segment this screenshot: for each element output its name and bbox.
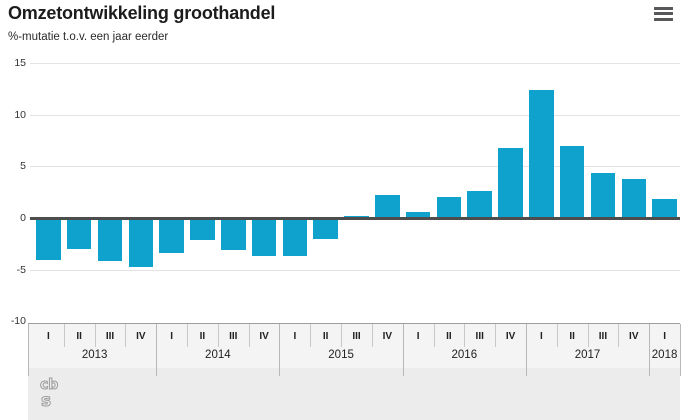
quarter-label: II [446, 331, 452, 342]
quarter-tick [587, 324, 589, 347]
quarter-tick [371, 324, 373, 347]
year-label: 2015 [328, 349, 354, 361]
quarter-label: II [199, 331, 206, 342]
bar [498, 147, 523, 218]
quarter-tick [341, 324, 343, 347]
bar [36, 218, 61, 261]
quarter-label: IV [136, 331, 146, 342]
cbs-logo: cb s [39, 376, 67, 417]
quarter-tick [217, 324, 219, 347]
quarter-tick [187, 324, 189, 347]
y-axis-tick-label: -5 [16, 263, 26, 276]
year-separator [156, 324, 158, 376]
y-gridline [30, 114, 680, 116]
y-gridline [30, 166, 680, 168]
chart-subtitle: %-mutatie t.o.v. een jaar eerder [8, 31, 169, 43]
year-label: 2016 [451, 349, 478, 361]
menu-button[interactable] [653, 6, 674, 24]
quarter-label: IV [382, 331, 393, 342]
quarter-label: I [170, 331, 174, 342]
quarter-tick [310, 324, 312, 347]
bar [436, 197, 462, 218]
quarter-label: IV [629, 331, 639, 342]
x-axis-band [28, 323, 680, 368]
quarter-label: I [663, 331, 666, 342]
y-axis-tick-label: 15 [14, 56, 26, 69]
year-label: 2017 [574, 349, 601, 361]
quarter-label: I [47, 331, 50, 342]
quarter-tick [63, 324, 65, 347]
quarter-tick [94, 324, 96, 347]
footer-band [28, 368, 680, 420]
bar [621, 178, 647, 218]
cbs-logo-cb: cb [40, 377, 58, 393]
quarter-label: III [475, 331, 484, 342]
quarter-label: II [569, 331, 575, 342]
quarter-tick [495, 324, 497, 347]
page-title: Omzetontwikkeling groothandel [8, 3, 276, 23]
bar [221, 218, 246, 251]
bar [128, 218, 154, 267]
bar [467, 191, 492, 218]
year-label: 2013 [81, 349, 108, 361]
quarter-label: I [539, 331, 543, 342]
year-separator [28, 324, 29, 376]
year-separator [402, 324, 404, 376]
year-separator [680, 324, 681, 376]
y-gridline [30, 269, 680, 271]
bar [405, 211, 431, 218]
quarter-tick [248, 324, 250, 347]
quarter-label: II [322, 331, 329, 342]
quarter-tick [618, 324, 620, 347]
y-gridline [30, 62, 680, 64]
bar [590, 172, 616, 218]
y-axis-tick-label: 5 [20, 160, 26, 173]
quarter-tick [125, 324, 127, 347]
quarter-label: III [598, 331, 608, 342]
quarter-label: III [229, 331, 238, 342]
year-separator [649, 324, 651, 376]
bar [251, 218, 277, 257]
year-separator [525, 324, 527, 376]
quarter-label: IV [505, 331, 516, 342]
quarter-label: I [293, 331, 297, 342]
quarter-label: III [105, 331, 115, 342]
bar [559, 145, 585, 218]
zero-line [30, 216, 680, 220]
bar [652, 199, 677, 218]
quarter-label: I [416, 331, 420, 342]
quarter-tick [556, 324, 558, 347]
y-axis-tick-label: 10 [14, 108, 26, 121]
quarter-label: II [76, 331, 82, 342]
quarter-label: III [352, 331, 361, 342]
year-label: 2014 [205, 349, 231, 361]
bar [66, 218, 92, 250]
bar [97, 218, 123, 262]
bar [375, 195, 400, 218]
cbs-logo-s: s [41, 391, 51, 411]
quarter-tick [464, 324, 466, 347]
quarter-tick [433, 324, 435, 347]
bar [190, 218, 215, 240]
y-axis-tick-label: 0 [20, 212, 26, 224]
bar [313, 218, 338, 239]
quarter-label: IV [259, 331, 269, 342]
bar [529, 89, 554, 218]
year-label: 2018 [651, 349, 678, 361]
bar [159, 218, 184, 254]
bar [282, 218, 308, 257]
year-separator [279, 324, 281, 376]
y-axis-tick-label: -10 [10, 315, 26, 328]
hamburger-menu-icon [653, 6, 674, 21]
